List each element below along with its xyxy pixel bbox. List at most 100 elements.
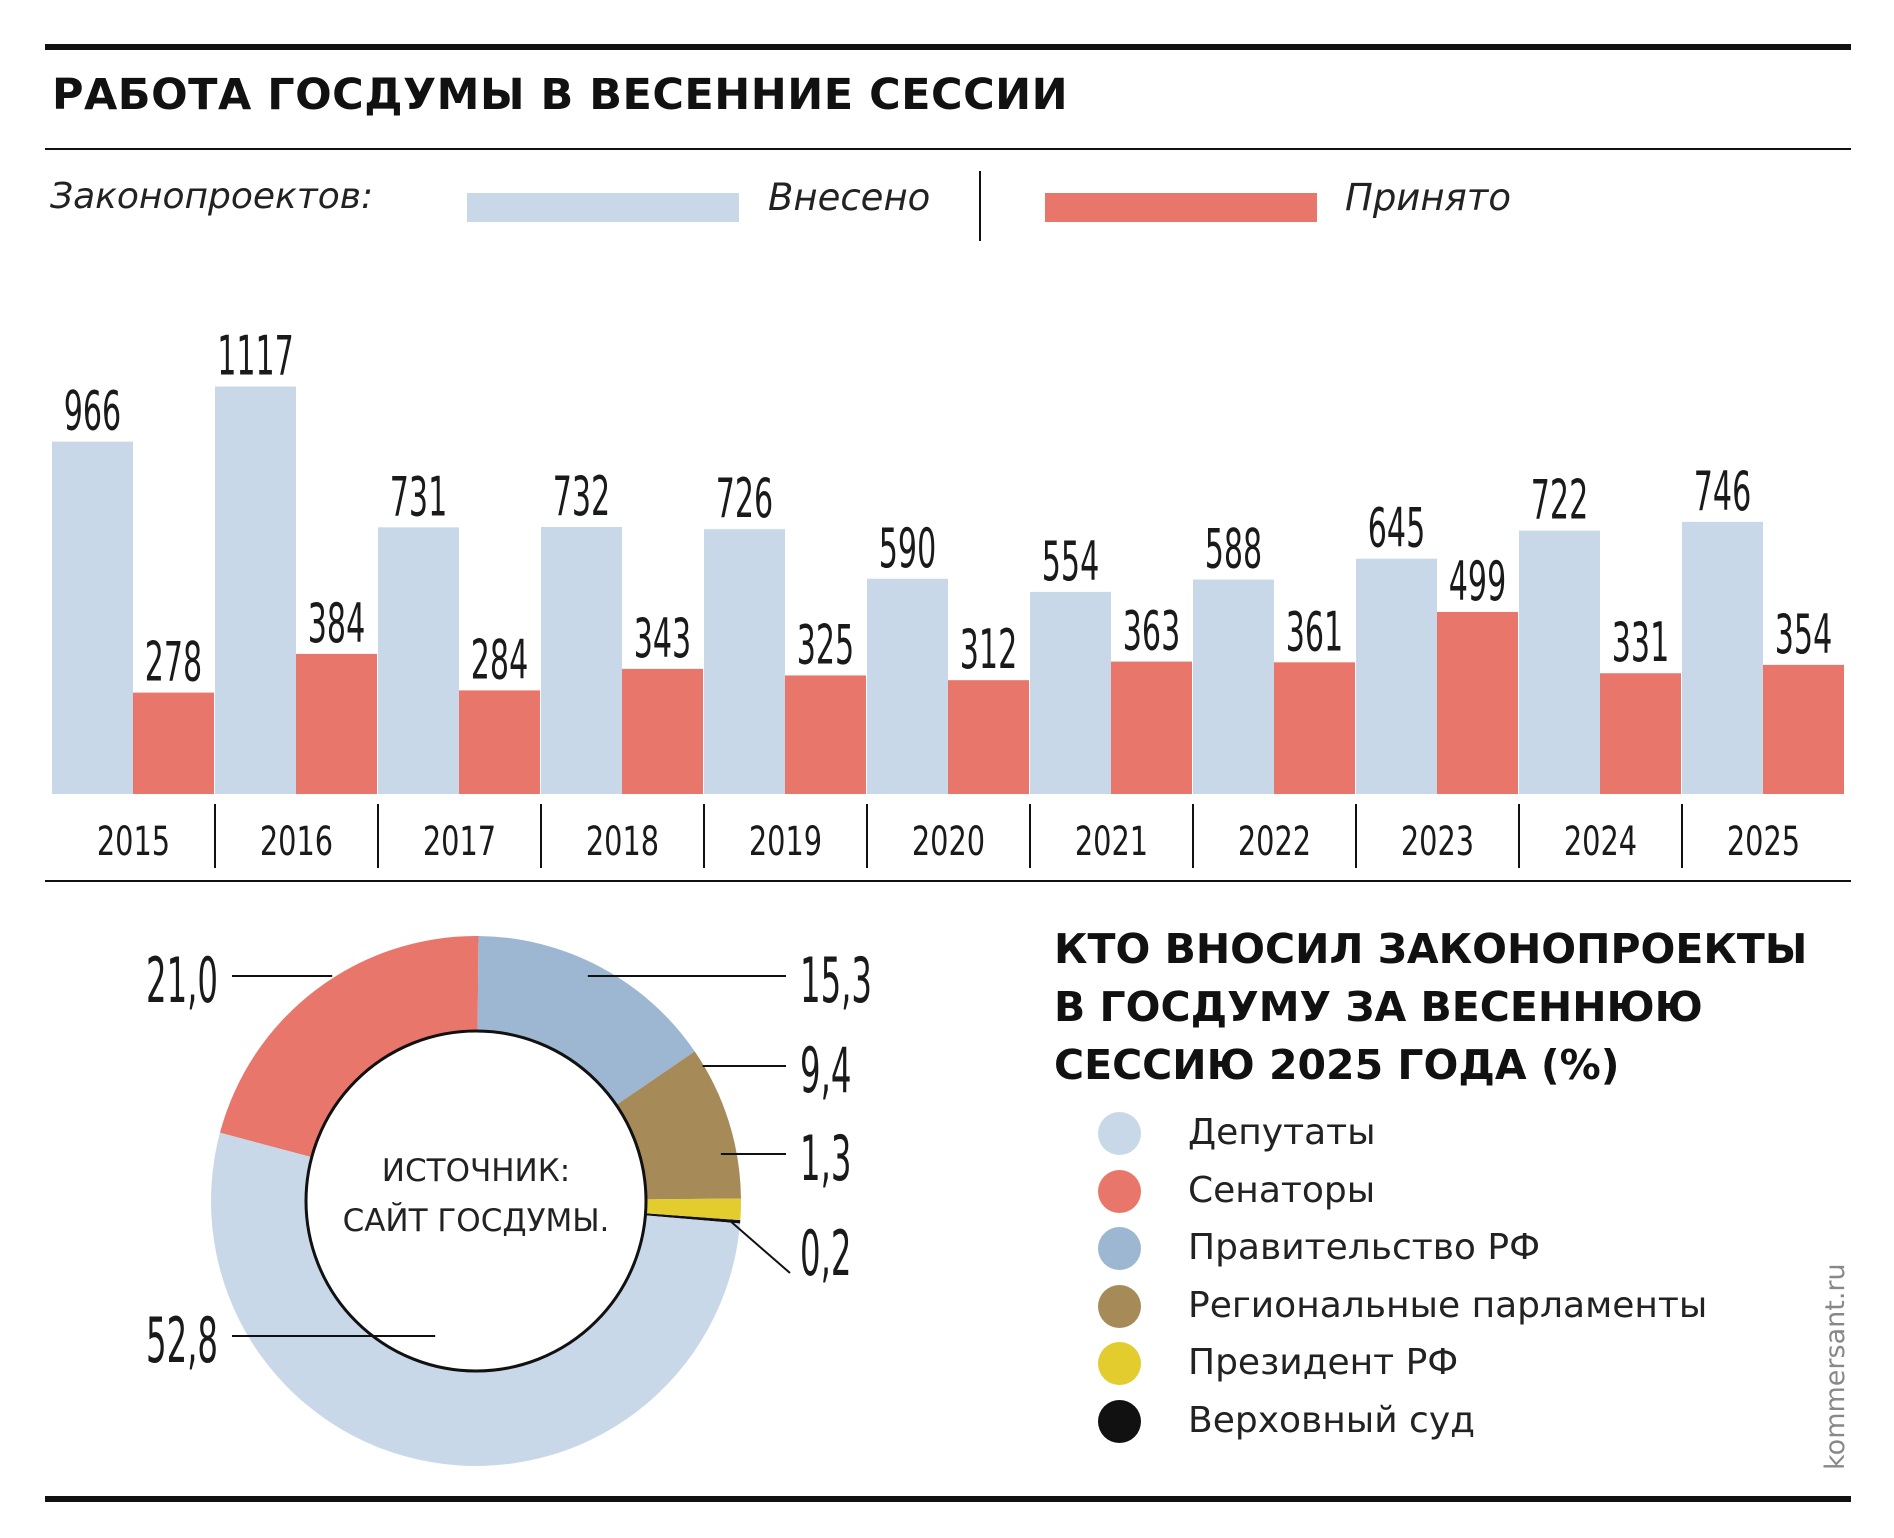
legend-intro: Законопроектов: bbox=[50, 176, 374, 217]
callout-label-0: 52,8 bbox=[146, 1305, 218, 1377]
value-label-introduced-2016: 1117 bbox=[217, 324, 294, 388]
watermark: kommersant.ru bbox=[1820, 1263, 1851, 1470]
bar-chart: 966 278 2015 1117 384 2016 731 284 2017 732 343 201… bbox=[52, 324, 1844, 868]
top-rule bbox=[45, 44, 1851, 50]
legend-dot-5 bbox=[1098, 1399, 1141, 1443]
value-label-adopted-2017: 284 bbox=[471, 628, 528, 692]
source-line-1: ИСТОЧНИК: bbox=[381, 1153, 571, 1189]
x-tick-label-2017: 2017 bbox=[423, 817, 496, 864]
bar-introduced-2022 bbox=[1193, 579, 1274, 794]
callout-label-3: 9,4 bbox=[800, 1035, 851, 1107]
bottom-rule bbox=[45, 1496, 1851, 1502]
value-label-introduced-2022: 588 bbox=[1205, 517, 1262, 581]
value-label-adopted-2023: 499 bbox=[1449, 549, 1506, 613]
legend-dot-0 bbox=[1098, 1112, 1141, 1155]
bar-adopted-2023 bbox=[1437, 611, 1518, 794]
x-tick-label-2020: 2020 bbox=[912, 817, 985, 864]
legend-label-0: Депутаты bbox=[1188, 1112, 1376, 1153]
donut-title-line-1: КТО ВНОСИЛ ЗАКОНОПРОЕКТЫ bbox=[1054, 925, 1808, 973]
x-tick-label-2022: 2022 bbox=[1238, 817, 1311, 864]
value-label-introduced-2020: 590 bbox=[879, 516, 936, 580]
value-label-adopted-2025: 354 bbox=[1775, 602, 1832, 666]
value-label-introduced-2024: 722 bbox=[1531, 468, 1588, 532]
bar-introduced-2019 bbox=[704, 529, 785, 794]
x-tick-label-2016: 2016 bbox=[260, 817, 333, 864]
bar-introduced-2024 bbox=[1519, 530, 1600, 794]
bar-introduced-2021 bbox=[1030, 591, 1111, 794]
bar-adopted-2020 bbox=[948, 680, 1029, 794]
callout-label-5: 0,2 bbox=[800, 1218, 851, 1290]
bar-introduced-2015 bbox=[52, 441, 133, 794]
callout-label-1: 21,0 bbox=[146, 945, 218, 1017]
callout-label-4: 1,3 bbox=[800, 1123, 851, 1195]
value-label-introduced-2017: 731 bbox=[390, 465, 447, 529]
value-label-introduced-2025: 746 bbox=[1694, 459, 1751, 523]
bar-adopted-2018 bbox=[622, 668, 703, 794]
donut-title-line-2: В ГОСДУМУ ЗА ВЕСЕННЮЮ bbox=[1054, 983, 1703, 1031]
x-tick-label-2015: 2015 bbox=[97, 817, 170, 864]
legend-label-introduced: Внесено bbox=[768, 176, 931, 219]
value-label-adopted-2024: 331 bbox=[1612, 611, 1669, 675]
bar-adopted-2021 bbox=[1111, 661, 1192, 794]
legend-swatch-adopted bbox=[1045, 193, 1317, 222]
legend-dot-3 bbox=[1098, 1284, 1141, 1328]
value-label-introduced-2021: 554 bbox=[1042, 529, 1099, 593]
bar-adopted-2025 bbox=[1763, 664, 1844, 794]
value-label-introduced-2018: 732 bbox=[553, 464, 610, 528]
donut-title-line-3: СЕССИЮ 2025 ГОДА (%) bbox=[1054, 1041, 1620, 1089]
bar-adopted-2015 bbox=[133, 692, 214, 794]
source-line-2: САЙТ ГОСДУМЫ. bbox=[342, 1203, 610, 1239]
bar-adopted-2017 bbox=[459, 690, 540, 794]
value-label-adopted-2021: 363 bbox=[1123, 599, 1180, 663]
value-label-introduced-2023: 645 bbox=[1368, 496, 1425, 560]
bar-introduced-2025 bbox=[1682, 521, 1763, 794]
x-tick-label-2023: 2023 bbox=[1401, 817, 1474, 864]
section-divider bbox=[45, 880, 1851, 882]
donut-slice-2 bbox=[477, 936, 695, 1106]
value-label-adopted-2022: 361 bbox=[1286, 600, 1343, 664]
callout-line-5 bbox=[729, 1220, 791, 1274]
value-label-adopted-2018: 343 bbox=[634, 606, 691, 670]
value-label-adopted-2015: 278 bbox=[145, 630, 202, 694]
legend-separator bbox=[979, 171, 981, 241]
legend-swatch-introduced bbox=[467, 193, 739, 222]
donut-hole bbox=[304, 1029, 648, 1373]
callout-label-2: 15,3 bbox=[800, 945, 872, 1017]
bar-introduced-2017 bbox=[378, 527, 459, 794]
bar-adopted-2019 bbox=[785, 675, 866, 794]
legend-dot-1 bbox=[1098, 1169, 1141, 1213]
legend-label-3: Региональные парламенты bbox=[1188, 1284, 1708, 1326]
value-label-introduced-2019: 726 bbox=[716, 467, 773, 531]
bar-introduced-2023 bbox=[1356, 558, 1437, 794]
legend-label-2: Правительство РФ bbox=[1188, 1227, 1541, 1268]
donut-slice-1 bbox=[219, 936, 479, 1158]
x-tick-label-2019: 2019 bbox=[749, 817, 822, 864]
legend-label-5: Верховный суд bbox=[1188, 1399, 1476, 1441]
legend-label-1: Сенаторы bbox=[1188, 1169, 1376, 1211]
legend-dot-2 bbox=[1098, 1227, 1141, 1270]
value-label-adopted-2020: 312 bbox=[960, 618, 1017, 682]
x-tick-label-2018: 2018 bbox=[586, 817, 659, 864]
legend-label-4: Президент РФ bbox=[1188, 1342, 1459, 1383]
donut-slice-3 bbox=[616, 1051, 741, 1200]
source-note: ИСТОЧНИК: САЙТ ГОСДУМЫ. bbox=[296, 1146, 656, 1246]
donut-title: КТО ВНОСИЛ ЗАКОНОПРОЕКТЫ В ГОСДУМУ ЗА ВЕ… bbox=[1054, 920, 1807, 1094]
x-tick-label-2024: 2024 bbox=[1564, 817, 1637, 864]
bar-adopted-2016 bbox=[296, 653, 377, 794]
bar-adopted-2022 bbox=[1274, 662, 1355, 794]
legend-label-adopted: Принято bbox=[1345, 176, 1511, 219]
donut-slice-5 bbox=[645, 1213, 741, 1224]
bar-introduced-2020 bbox=[867, 578, 948, 794]
title-divider bbox=[45, 148, 1851, 150]
bar-introduced-2016 bbox=[215, 386, 296, 794]
value-label-introduced-2015: 966 bbox=[64, 379, 121, 443]
value-label-adopted-2016: 384 bbox=[308, 591, 365, 655]
chart-title: РАБОТА ГОСДУМЫ В ВЕСЕННИЕ СЕССИИ bbox=[52, 70, 1069, 120]
bar-adopted-2024 bbox=[1600, 673, 1681, 794]
x-tick-label-2021: 2021 bbox=[1075, 817, 1148, 864]
donut-slice-0 bbox=[211, 1132, 741, 1467]
bar-introduced-2018 bbox=[541, 526, 622, 794]
donut-chart: 21,0 15,3 9,4 1,3 0,2 52,8 bbox=[146, 936, 872, 1467]
x-tick-label-2025: 2025 bbox=[1727, 817, 1800, 864]
value-label-adopted-2019: 325 bbox=[797, 613, 854, 677]
